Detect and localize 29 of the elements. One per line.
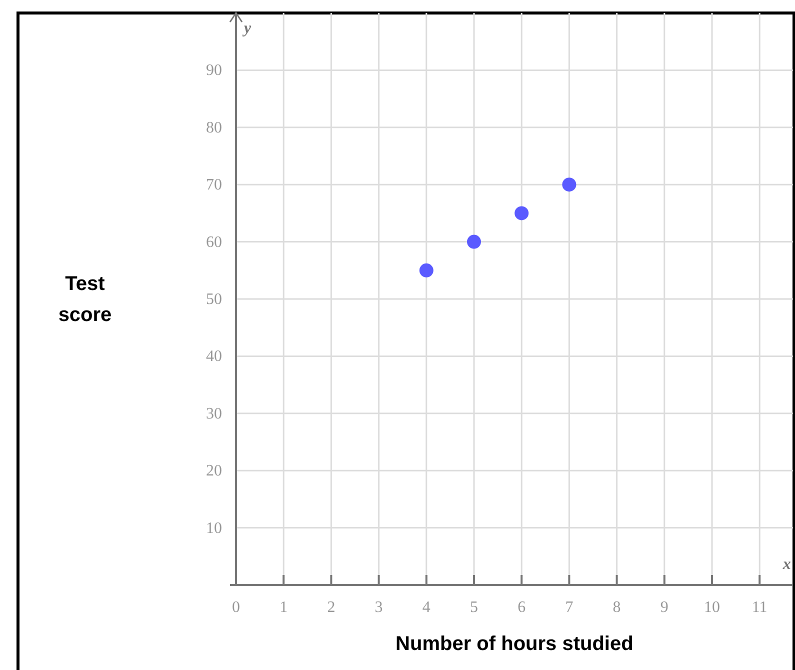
x-tick-label: 1: [280, 599, 288, 616]
annotation: y: [242, 20, 252, 37]
x-tick-label: 8: [612, 599, 621, 616]
x-axis-title: Number of hours studied: [396, 633, 634, 655]
annotation: x: [782, 556, 791, 573]
x-tick-label: 5: [470, 599, 478, 616]
y-tick-label: 70: [206, 176, 222, 194]
y-tick-label: 30: [206, 405, 222, 422]
y-axis-title: Test score: [58, 273, 112, 326]
x-tick-label: 0: [232, 599, 240, 616]
y-tick-label: 50: [206, 291, 222, 308]
x-tick-label: 10: [704, 599, 720, 616]
y-tick-label: 40: [206, 348, 222, 366]
x-tick-label: 6: [518, 599, 526, 616]
point: [467, 234, 481, 249]
x-tick-label: 2: [327, 599, 336, 616]
x-tick-label: 4: [422, 599, 430, 616]
y-tick-label: 80: [206, 119, 222, 136]
y-tick-label: 90: [206, 62, 222, 80]
x-tick-label: 3: [374, 599, 383, 616]
point: [514, 206, 529, 220]
y-tick-label: 20: [206, 462, 222, 480]
point: [562, 178, 576, 192]
y-tick-label: 10: [206, 520, 222, 537]
point: [419, 263, 434, 278]
y-tick-label: 60: [206, 234, 222, 251]
x-tick-label: 7: [565, 599, 574, 616]
x-tick-label: 9: [660, 599, 668, 616]
x-tick-label: 11: [752, 599, 768, 616]
